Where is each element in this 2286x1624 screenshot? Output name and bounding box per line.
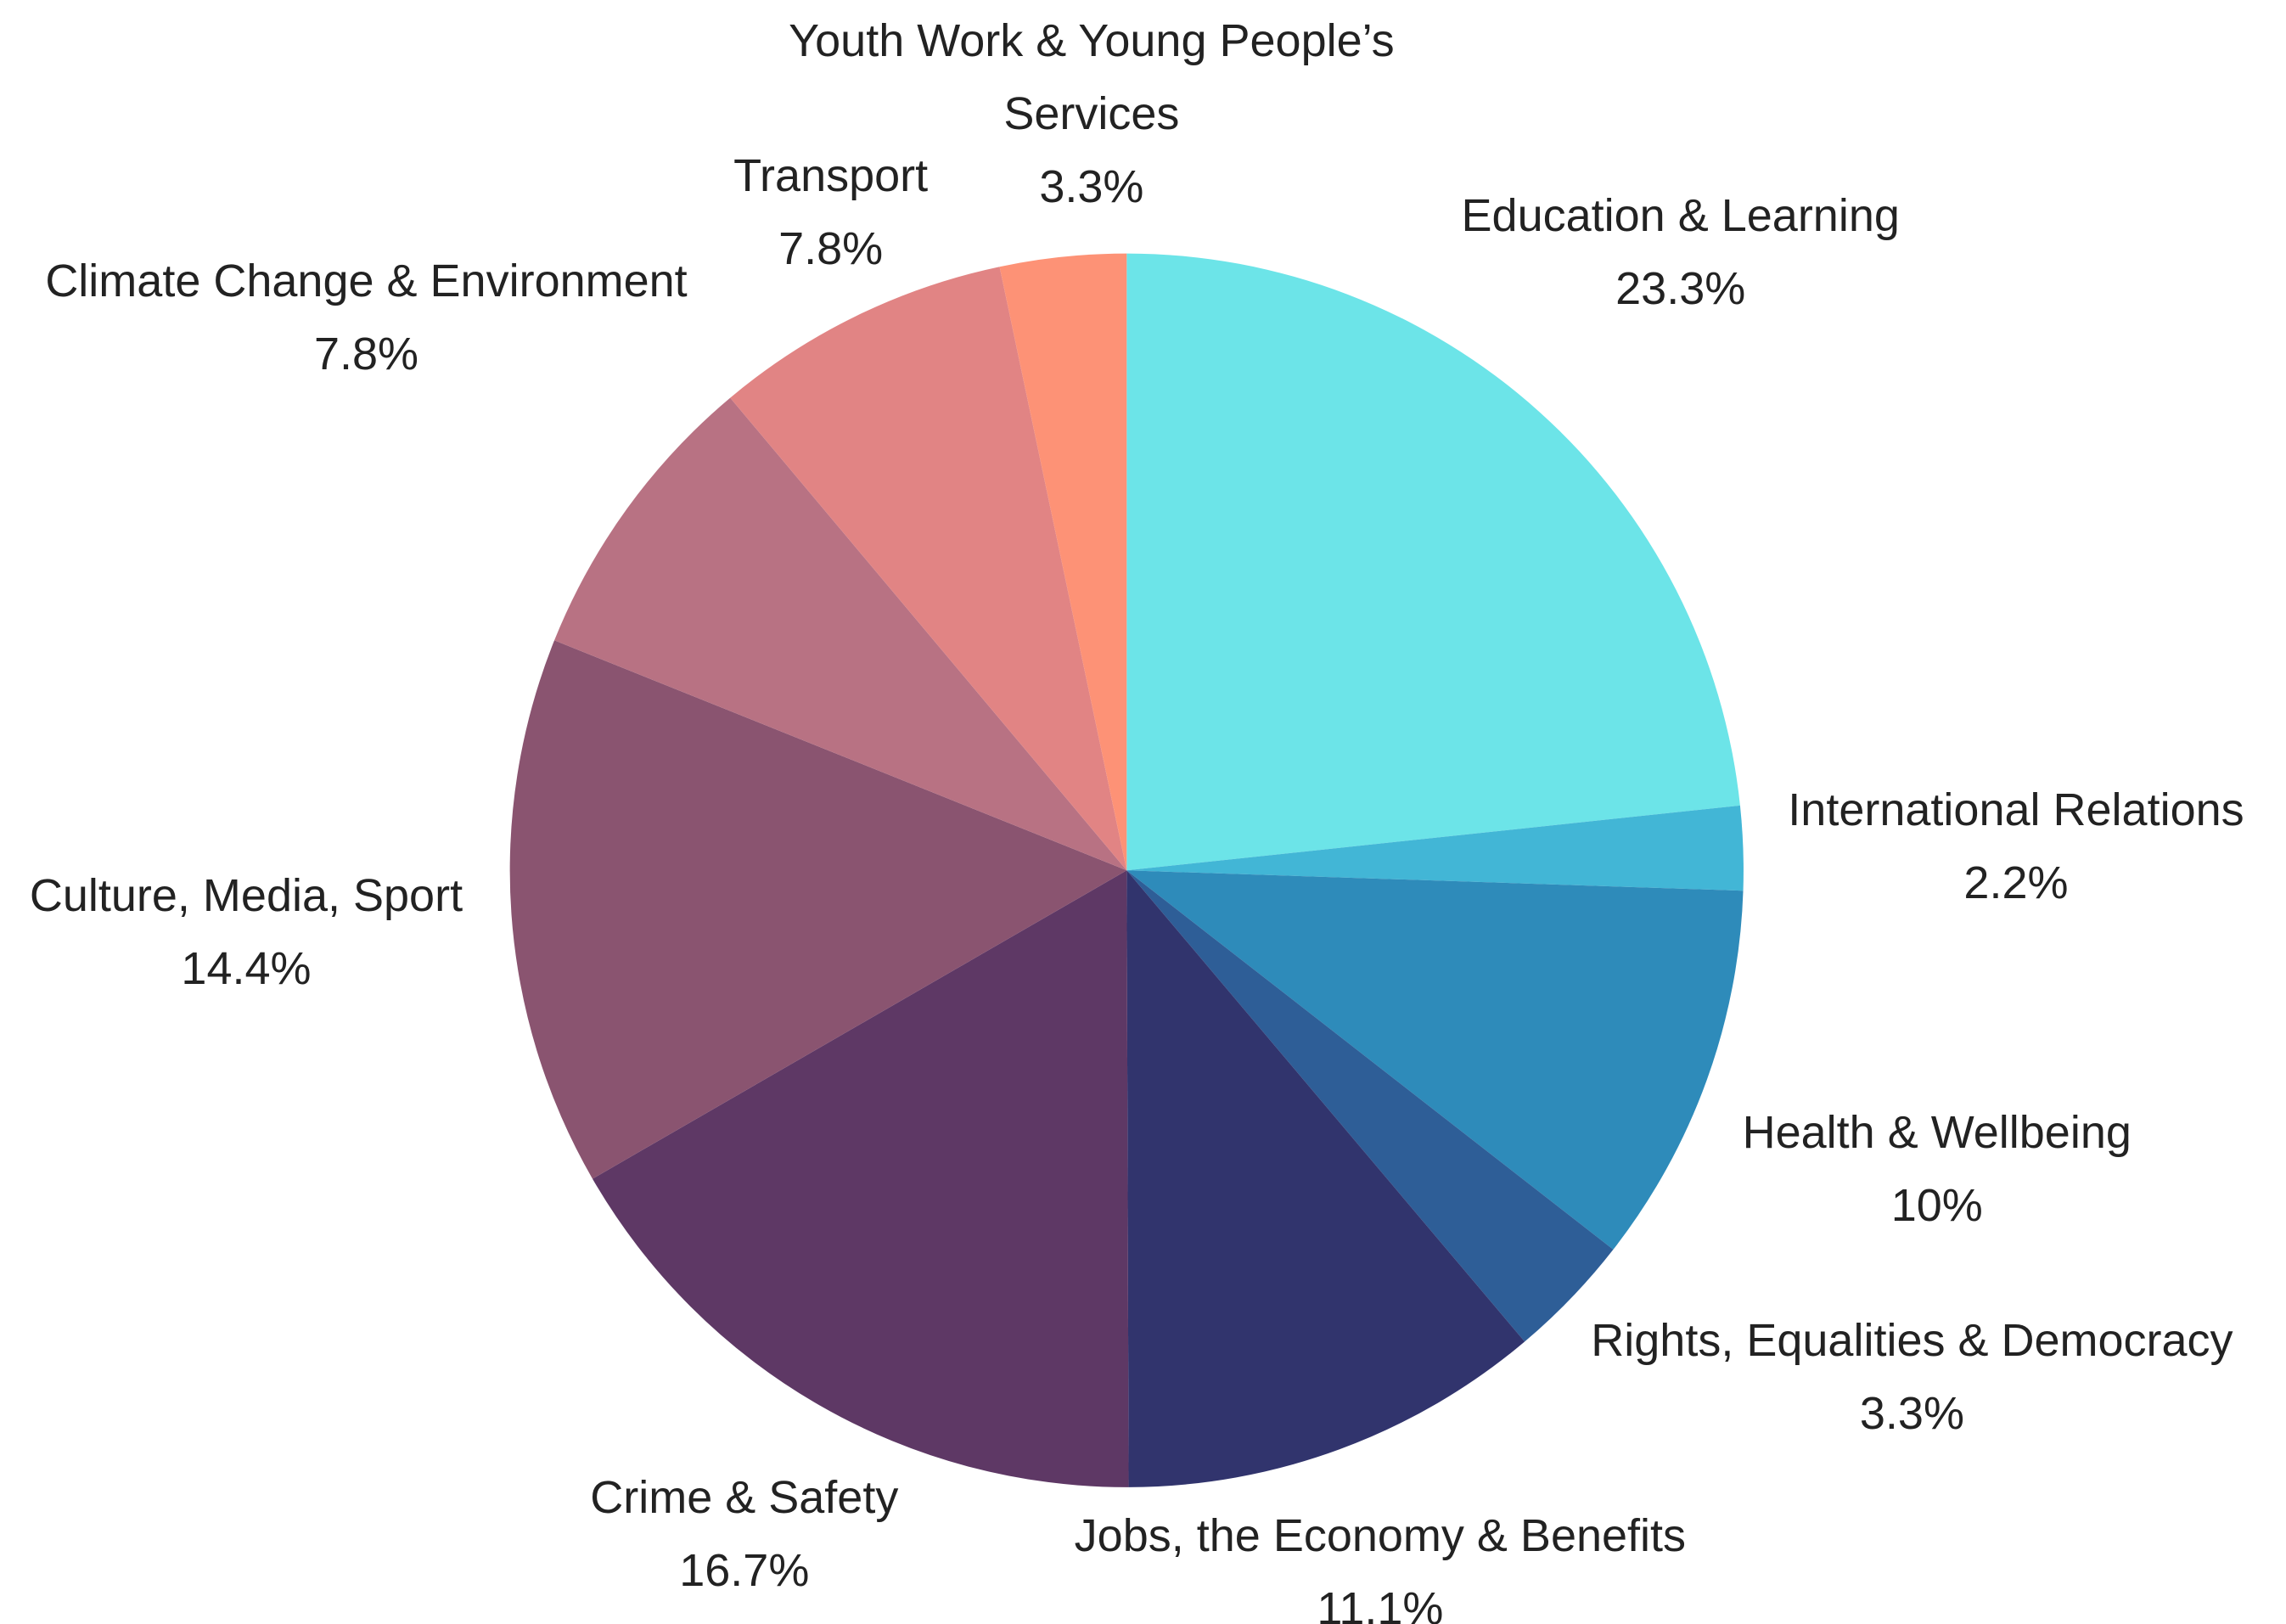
category-label: Crime & Safety bbox=[590, 1471, 899, 1523]
value-label: 23.3% bbox=[1615, 262, 1746, 314]
slice-label: Rights, Equalities & Democracy 3.3% bbox=[1399, 1304, 2286, 1450]
category-label: Rights, Equalities & Democracy bbox=[1591, 1315, 2233, 1367]
slice-label: Youth Work & Young People’s Services 3.3% bbox=[711, 4, 1473, 223]
pie-slice bbox=[1126, 870, 1614, 1342]
category-label: Transport bbox=[733, 150, 929, 202]
pie-slice bbox=[1126, 253, 1740, 871]
slice-label: Crime & Safety 16.7% bbox=[232, 1461, 1257, 1607]
pie-slice bbox=[999, 253, 1127, 871]
category-label: Education & Learning bbox=[1461, 189, 1900, 241]
value-label: 14.4% bbox=[181, 942, 312, 994]
category-label: Health & Wellbeing bbox=[1742, 1107, 2132, 1159]
slice-label: Jobs, the Economy & Benefits 11.1% bbox=[868, 1499, 1893, 1624]
value-label: 7.8% bbox=[778, 223, 884, 275]
pie-slice bbox=[509, 640, 1127, 1179]
pie-slice bbox=[1126, 870, 1525, 1487]
pie-slice bbox=[554, 397, 1127, 871]
pie-slice bbox=[1126, 870, 1744, 1250]
value-label: 3.3% bbox=[1039, 161, 1144, 213]
slice-label: Health & Wellbeing 10% bbox=[1424, 1096, 2286, 1242]
value-label: 3.3% bbox=[1859, 1388, 1964, 1440]
slice-label: International Relations 2.2% bbox=[1503, 773, 2286, 919]
pie-slice bbox=[1126, 805, 1744, 891]
category-label: Climate Change & Environment bbox=[45, 256, 688, 307]
slice-label: Climate Change & Environment 7.8% bbox=[0, 244, 879, 391]
value-label: 2.2% bbox=[1963, 857, 2069, 909]
value-label: 11.1% bbox=[1317, 1582, 1444, 1624]
value-label: 7.8% bbox=[313, 329, 419, 380]
category-label: International Relations bbox=[1788, 784, 2244, 836]
pie-slice bbox=[593, 870, 1129, 1487]
value-label: 10% bbox=[1890, 1180, 1983, 1232]
slice-label: Culture, Media, Sport 14.4% bbox=[0, 859, 759, 1005]
category-label: Youth Work & Young People’s Services bbox=[789, 15, 1395, 140]
slice-label: Education & Learning 23.3% bbox=[1168, 179, 2193, 325]
value-label: 16.7% bbox=[679, 1544, 810, 1596]
category-label: Culture, Media, Sport bbox=[29, 869, 463, 921]
slice-label: Transport 7.8% bbox=[318, 139, 1344, 285]
category-label: Jobs, the Economy & Benefits bbox=[1074, 1509, 1687, 1561]
pie-slice bbox=[730, 267, 1127, 871]
